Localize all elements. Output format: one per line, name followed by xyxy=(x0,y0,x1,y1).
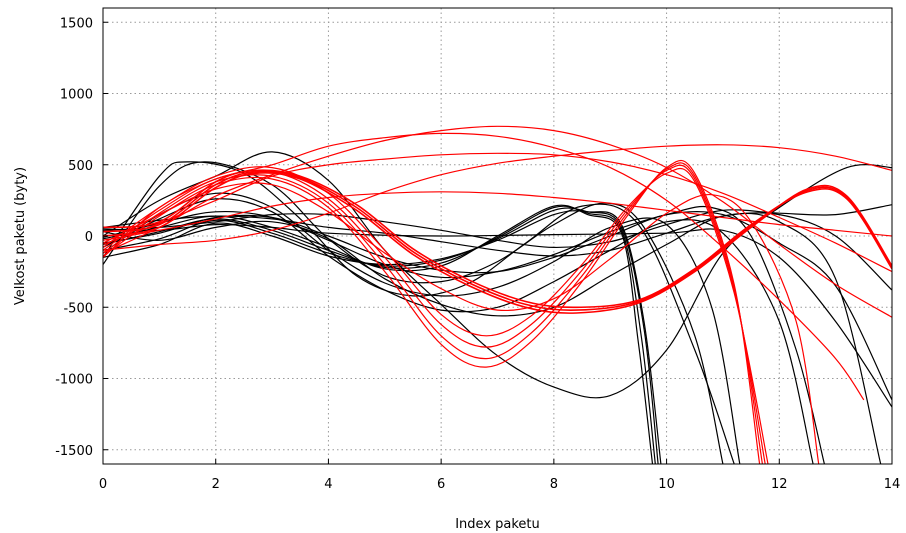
x-tick-label: 0 xyxy=(99,477,107,492)
y-tick-label: 1000 xyxy=(60,88,93,103)
series-layer xyxy=(103,125,892,464)
black-series-line xyxy=(103,161,724,464)
x-tick-label: 6 xyxy=(437,477,445,492)
y-axis: -1500 -1000 -500 0 500 1000 1500 xyxy=(55,16,108,459)
x-axis: 0 2 4 6 8 10 12 14 xyxy=(99,459,900,492)
black-series-line xyxy=(103,204,892,249)
y-tick-label: 1500 xyxy=(60,16,93,31)
x-tick-label: 8 xyxy=(550,477,558,492)
red-series-line xyxy=(103,171,892,314)
y-tick-label: 0 xyxy=(85,230,93,245)
black-series-line xyxy=(103,210,892,401)
y-tick-label: 500 xyxy=(68,159,93,174)
red-series-line xyxy=(103,191,892,241)
y-axis-label: Velkost paketu (byty) xyxy=(13,167,28,305)
black-series-line xyxy=(103,151,892,399)
black-series-line xyxy=(103,207,659,464)
x-tick-label: 12 xyxy=(771,477,788,492)
black-series-line xyxy=(103,204,654,464)
red-series-line xyxy=(103,144,892,251)
red-series-line xyxy=(103,162,763,464)
red-series-line xyxy=(103,166,769,464)
red-series-line xyxy=(103,159,761,464)
black-series-line xyxy=(103,205,825,464)
black-series-line xyxy=(103,223,892,408)
x-axis-label: Index paketu xyxy=(455,517,540,532)
red-series-line xyxy=(103,125,892,318)
red-series-line xyxy=(103,152,892,273)
red-series-line xyxy=(103,132,865,401)
x-tick-label: 10 xyxy=(658,477,675,492)
x-tick-label: 2 xyxy=(212,477,220,492)
y-tick-label: -1000 xyxy=(55,373,93,388)
black-series-line xyxy=(103,198,814,464)
y-tick-label: -500 xyxy=(63,301,93,316)
x-tick-label: 14 xyxy=(884,477,901,492)
black-series-line xyxy=(103,212,882,464)
x-tick-label: 4 xyxy=(324,477,332,492)
y-tick-label: -1500 xyxy=(55,444,93,459)
